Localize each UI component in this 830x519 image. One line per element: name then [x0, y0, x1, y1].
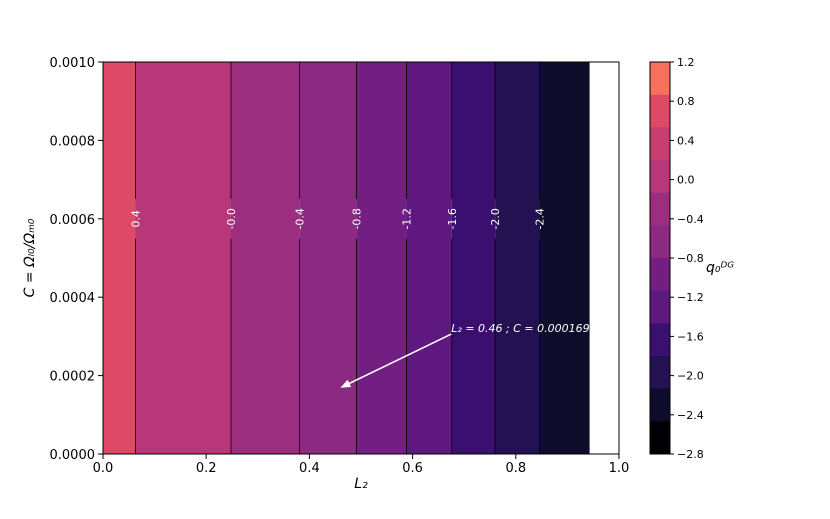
y-axis: 0.0000 0.0002 0.0004 0.0006 0.0008 0.0010 — [50, 56, 103, 463]
contour-label-1: -0.0 — [225, 208, 238, 229]
colorbar-tick-label-7: −1.6 — [677, 330, 704, 343]
contour-label-3: -0.8 — [350, 208, 363, 229]
y-tick-label-4: 0.0008 — [50, 134, 96, 149]
colorbar-segment-2 — [650, 127, 670, 161]
contour-label-7: -2.4 — [534, 208, 547, 229]
x-tick-label-4: 0.8 — [505, 461, 526, 476]
colorbar-tick-label-3: 0.0 — [677, 174, 695, 187]
colorbar-segment-4 — [650, 192, 670, 226]
y-tick-label-3: 0.0006 — [50, 213, 96, 228]
contour-band-5 — [406, 62, 452, 454]
colorbar-segment-11 — [650, 421, 670, 455]
contour-label-4: -1.2 — [400, 208, 413, 229]
annotation-text: L₂ = 0.46 ; C = 0.000169 — [451, 322, 589, 335]
contour-label-6: -2.0 — [489, 208, 502, 229]
colorbar-tick-label-10: −2.8 — [677, 448, 704, 461]
contour-band-6 — [451, 62, 496, 454]
x-axis: 0.0 0.2 0.4 0.6 0.8 1.0 — [93, 454, 630, 476]
colorbar-segment-6 — [650, 258, 670, 292]
colorbar-tick-label-6: −1.2 — [677, 291, 704, 304]
y-tick-label-2: 0.0004 — [50, 291, 96, 306]
colorbar-segment-10 — [650, 388, 670, 422]
colorbar-tick-label-4: −0.4 — [677, 213, 704, 226]
colorbar-tick-label-0: 1.2 — [677, 56, 695, 69]
contour-label-0: 0.4 — [130, 210, 143, 228]
plot-frame — [102, 61, 620, 455]
contour-band-2 — [230, 62, 300, 454]
colorbar-tick-label-5: −0.8 — [677, 252, 704, 265]
x-tick-label-0: 0.0 — [93, 461, 114, 476]
colorbar-tick-label-9: −2.4 — [677, 409, 704, 422]
colorbar — [650, 62, 670, 455]
colorbar-segment-1 — [650, 94, 670, 128]
y-axis-label: C = Ωₗ₀/Ωₘ₀ — [22, 218, 38, 297]
colorbar-segment-9 — [650, 356, 670, 390]
contour-bands — [103, 62, 590, 454]
contour-label-5: -1.6 — [446, 208, 459, 229]
colorbar-label: q₀ᴰᴳ — [706, 260, 734, 276]
colorbar-segment-0 — [650, 62, 670, 96]
contour-band-4 — [356, 62, 407, 454]
y-tick-label-1: 0.0002 — [50, 370, 96, 385]
contour-band-3 — [299, 62, 357, 454]
contour-label-2: -0.4 — [294, 208, 307, 229]
x-tick-label-2: 0.4 — [299, 461, 320, 476]
colorbar-segment-5 — [650, 225, 670, 259]
annotation-arrow — [347, 333, 452, 385]
contour-lines: 0.4 -0.0 -0.4 -0.8 -1.2 -1.6 -2.0 -2.4 — [130, 62, 547, 454]
x-tick-label-5: 1.0 — [609, 461, 630, 476]
contour-band-0 — [103, 62, 136, 454]
colorbar-ticks: 1.2 0.8 0.4 0.0 −0.4 −0.8 −1.2 −1.6 −2.0 −2.4 −2.8 — [670, 56, 704, 461]
colorbar-tick-label-8: −2.0 — [677, 370, 704, 383]
colorbar-tick-label-1: 0.8 — [677, 95, 695, 108]
x-tick-label-1: 0.2 — [196, 461, 217, 476]
y-tick-label-0: 0.0000 — [50, 448, 96, 463]
colorbar-segment-3 — [650, 160, 670, 194]
x-tick-label-3: 0.6 — [402, 461, 423, 476]
contour-band-8 — [539, 62, 590, 454]
colorbar-tick-label-2: 0.4 — [677, 134, 695, 147]
annotation-arrowhead — [340, 379, 352, 388]
y-tick-label-5: 0.0010 — [50, 56, 96, 71]
colorbar-segment-7 — [650, 290, 670, 324]
colorbar-segment-8 — [650, 323, 670, 357]
contour-band-7 — [495, 62, 540, 454]
contour-band-1 — [135, 62, 231, 454]
annotation: L₂ = 0.46 ; C = 0.000169 — [340, 322, 590, 388]
x-axis-label: L₂ — [354, 476, 368, 492]
